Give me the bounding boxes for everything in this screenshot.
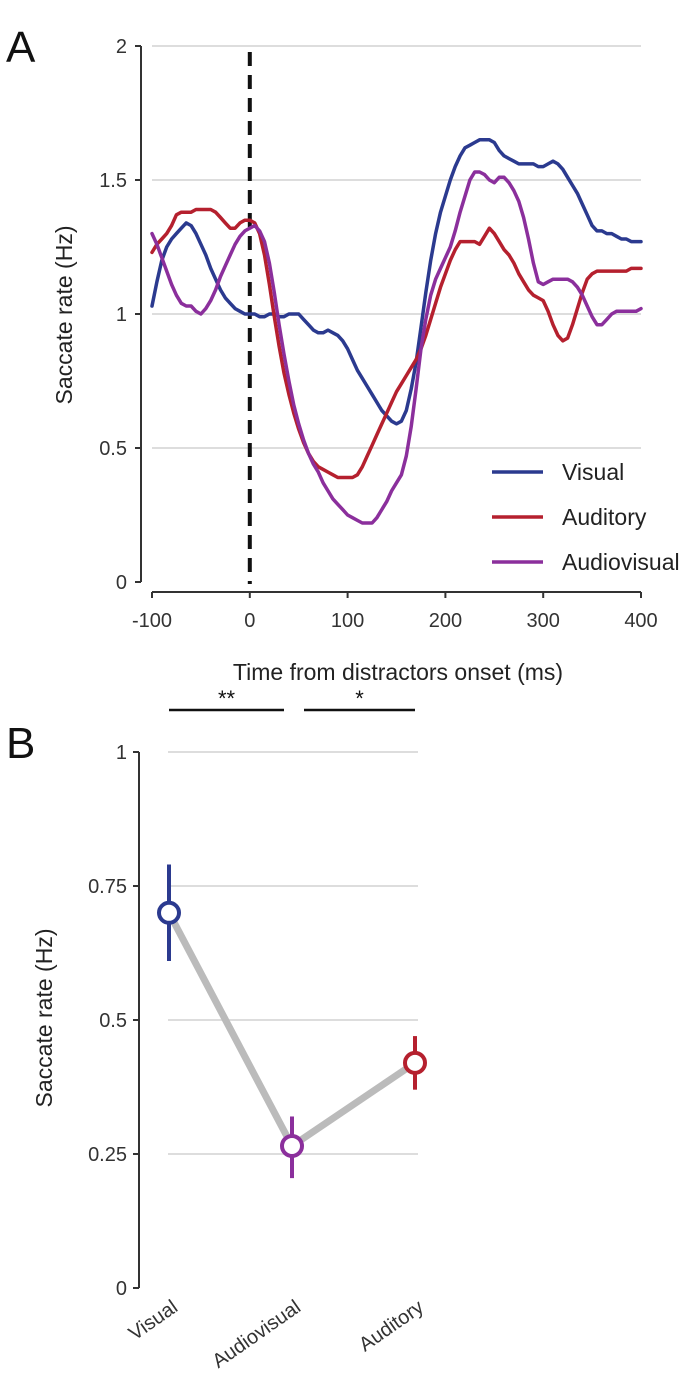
panel-b-label: B xyxy=(6,719,35,768)
connector-line xyxy=(165,911,417,1150)
panel-a-label: A xyxy=(6,23,36,72)
panel-b-significance-bars: ** * xyxy=(169,686,415,712)
panel-b-x-ticks: Visual Audiovisual Auditory xyxy=(125,1296,428,1373)
panel-b-gridlines xyxy=(168,751,418,1155)
point-visual xyxy=(157,900,181,925)
x-tick-label-3: 200 xyxy=(429,610,462,632)
y-tick-label-3: 1.5 xyxy=(99,170,127,192)
panel-b-points xyxy=(157,864,427,1179)
category-label-audiovisual: Audiovisual xyxy=(208,1296,304,1373)
y-tick-label-1: 0.5 xyxy=(99,438,127,460)
y-tick-label-2: 1 xyxy=(116,304,127,326)
significance-label-0: ** xyxy=(218,686,236,711)
panel-b-y-ticks: 0 0.25 0.5 0.75 1 xyxy=(88,742,139,1300)
b-y-tick-label-4: 1 xyxy=(116,742,127,764)
b-y-tick-label-0: 0 xyxy=(116,1278,127,1300)
legend-label-visual: Visual xyxy=(562,459,624,485)
y-tick-label-4: 2 xyxy=(116,36,127,58)
category-label-auditory: Auditory xyxy=(355,1296,428,1356)
x-tick-label-1: 0 xyxy=(244,610,255,632)
category-label-visual: Visual xyxy=(125,1296,182,1345)
panel-a-x-ticks: -100 0 100 200 300 400 xyxy=(132,592,658,632)
series-line-audiovisual xyxy=(150,170,643,525)
y-tick-label-0: 0 xyxy=(116,572,127,594)
point-audiovisual xyxy=(280,1133,304,1158)
series-line-auditory xyxy=(150,207,643,480)
x-tick-label-0: -100 xyxy=(132,610,172,632)
b-y-tick-label-2: 0.5 xyxy=(99,1010,127,1032)
panel-a: A 00.511.52 -100 0 100 200 300 400 VisualAudi… xyxy=(6,23,680,685)
legend-label-audiovisual: Audiovisual xyxy=(562,549,680,575)
x-tick-label-2: 100 xyxy=(331,610,364,632)
x-tick-label-5: 400 xyxy=(624,610,657,632)
legend-label-auditory: Auditory xyxy=(562,504,647,530)
x-tick-label-4: 300 xyxy=(527,610,560,632)
b-y-tick-label-3: 0.75 xyxy=(88,876,127,898)
point-auditory xyxy=(403,1050,427,1075)
panel-a-y-axis-title: Saccate rate (Hz) xyxy=(51,226,77,405)
panel-b-connector xyxy=(165,911,417,1150)
panel-b: B 00.250.50.751 ** * Visual Audiovisual Aud… xyxy=(6,686,428,1373)
panel-a-x-axis-title: Time from distractors onset (ms) xyxy=(233,659,563,685)
panel-a-gridlines xyxy=(152,45,641,449)
series-line-visual xyxy=(150,138,643,426)
panel-a-series-lines xyxy=(150,138,643,525)
b-y-tick-label-1: 0.25 xyxy=(88,1144,127,1166)
panel-a-axes xyxy=(140,46,641,593)
panel-b-y-axis-title: Saccate rate (Hz) xyxy=(31,929,57,1108)
panel-a-legend: Visual Auditory Audiovisual xyxy=(492,459,680,575)
significance-label-1: * xyxy=(355,686,364,711)
panel-a-y-ticks: 0 0.5 1 1.5 2 xyxy=(99,36,141,594)
